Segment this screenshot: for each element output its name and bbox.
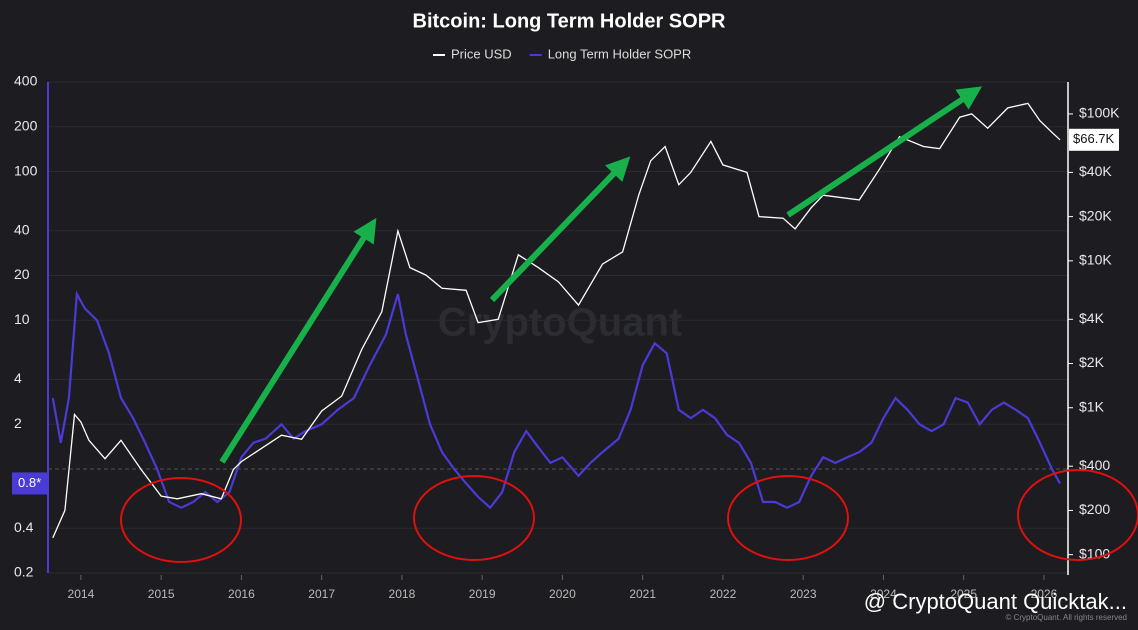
x-tick-label: 2022 [710, 587, 737, 601]
x-tick-label: 2024 [870, 587, 897, 601]
x-tick-label: 2014 [68, 587, 95, 601]
annotations [120, 86, 1138, 563]
current-label-box [12, 472, 47, 495]
circle [413, 475, 535, 561]
legend-label: Price USD [451, 46, 512, 61]
y-tick-label: 40 [14, 221, 30, 237]
x-tick-label: 2015 [148, 587, 175, 601]
x-tick-label: 2016 [228, 587, 255, 601]
x-tick-label: 2023 [790, 587, 817, 601]
chart-title: Bitcoin: Long Term Holder SOPR [413, 10, 727, 32]
circle [120, 477, 242, 563]
x-tick-label: 2026 [1031, 587, 1058, 601]
y2-tick-label: $40K [1079, 163, 1112, 179]
x-tick-label: 2017 [308, 587, 335, 601]
arrow [219, 217, 377, 464]
y-tick-label: 2 [14, 415, 22, 431]
y2-tick-label: $4K [1079, 310, 1105, 326]
x-tick-label: 2025 [950, 587, 977, 601]
watermark: CryptoQuant [438, 301, 682, 345]
circle [727, 475, 849, 561]
current-label: $66.7K [1073, 131, 1115, 146]
y2-tick-label: $100 [1079, 545, 1110, 561]
y2-tick-label: $100K [1079, 105, 1120, 121]
series-line [52, 102, 1061, 539]
y-tick-label: 100 [14, 162, 38, 178]
y-tick-label: 0.2 [14, 564, 34, 580]
y-tick-label: 400 [14, 73, 38, 89]
y-tick-label: 0.4 [14, 519, 34, 535]
circle [1017, 469, 1138, 561]
y-tick-label: 200 [14, 117, 38, 133]
current-label: 0.8* [18, 475, 41, 490]
y2-tick-label: $20K [1079, 207, 1112, 223]
arrow [489, 156, 631, 303]
plot: 400 200 100 40 20 10 4 2 0.4 0.2 $100K $40K $20K $10K… [12, 46, 1120, 601]
copyright: © CryptoQuant. All rights reserved [1006, 613, 1128, 622]
x-tick-label: 2018 [389, 587, 416, 601]
current-label-box [1069, 128, 1119, 151]
legend-label: Long Term Holder SOPR [548, 46, 692, 61]
y-tick-label: 4 [14, 370, 22, 386]
x-tick-label: 2021 [629, 587, 656, 601]
y2-tick-label: $2K [1079, 354, 1105, 370]
x-tick-label: 2019 [469, 587, 496, 601]
y2-tick-label: $1K [1079, 398, 1105, 414]
y-tick-label: 10 [14, 311, 30, 327]
x-tick-label: 2020 [549, 587, 576, 601]
y2-tick-label: $200 [1079, 501, 1110, 517]
arrow [786, 86, 983, 218]
y2-tick-label: $10K [1079, 252, 1112, 268]
footer: @ CryptoQuant Quicktak... [864, 589, 1127, 614]
y-tick-label: 20 [14, 266, 30, 282]
y2-tick-label: $400 [1079, 457, 1110, 473]
